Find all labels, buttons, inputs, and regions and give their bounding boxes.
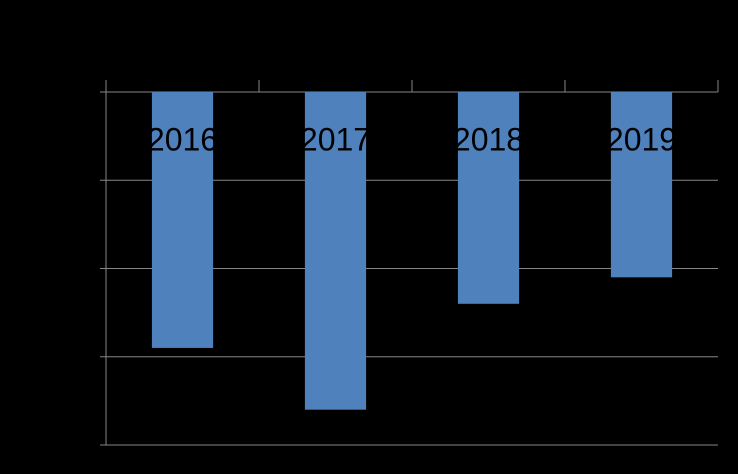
x-tick-label: 2016 (147, 121, 218, 157)
y-tick-label: -4 (82, 436, 96, 453)
y-tick-label: -1 (82, 171, 96, 188)
bar (151, 92, 214, 348)
y-tick-label: 0 (87, 83, 96, 100)
bar (304, 92, 367, 410)
x-tick-label: 2019 (606, 121, 677, 157)
bar (610, 92, 673, 278)
bar (457, 92, 520, 304)
y-tick-label: -2 (82, 260, 96, 277)
y-tick-label: -3 (82, 348, 96, 365)
x-tick-label: 2018 (453, 121, 524, 157)
x-tick-label: 2017 (300, 121, 371, 157)
